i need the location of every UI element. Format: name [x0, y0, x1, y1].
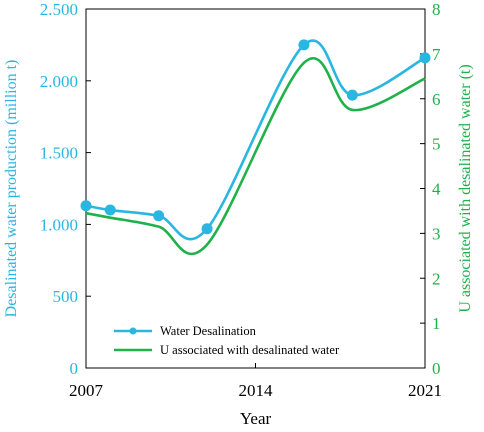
x-axis-title: Year	[240, 409, 272, 428]
data-point-water-desalination	[104, 204, 116, 216]
series-layer	[80, 39, 431, 255]
plot-frame	[85, 8, 426, 369]
left-axis-ticks: 0 500 1.000 1.500 2.000 2.500	[40, 0, 91, 378]
legend-label-water-desalination: Water Desalination	[160, 324, 257, 338]
y-right-tick-label: 5	[432, 135, 441, 154]
y-right-tick-label: 8	[432, 0, 441, 19]
y-left-tick-label: 1.000	[40, 215, 78, 234]
axes-group	[85, 8, 426, 369]
x-tick-label: 2014	[239, 381, 274, 400]
right-axis-ticks: 0 1 2 3 4 5 6 7 8	[420, 0, 441, 378]
legend-marker-water-desalination	[129, 327, 137, 335]
y-axis-left-title: Desalinated water production (million t)	[3, 60, 20, 318]
legend-item-water-desalination: Water Desalination	[114, 324, 257, 338]
legend-item-u-associated: U associated with desalinated water	[114, 343, 340, 357]
y-left-tick-label: 1.500	[40, 144, 78, 163]
x-tick-label: 2007	[69, 381, 104, 400]
y-left-tick-label: 2.500	[40, 0, 78, 19]
y-right-tick-label: 4	[432, 180, 441, 199]
y-right-tick-label: 3	[432, 224, 441, 243]
y-left-tick-label: 0	[70, 359, 79, 378]
y-right-tick-label: 0	[432, 359, 441, 378]
series-line-u-associated	[85, 57, 426, 255]
data-point-water-desalination	[346, 89, 358, 101]
y-right-tick-label: 6	[432, 90, 441, 109]
x-axis-ticks: 2007 2014 2021	[69, 363, 442, 400]
y-right-tick-label: 1	[432, 314, 441, 333]
data-point-water-desalination	[419, 52, 431, 64]
y-right-tick-label: 2	[432, 269, 441, 288]
data-point-water-desalination	[80, 200, 92, 212]
x-tick-label: 2021	[408, 381, 442, 400]
data-point-water-desalination	[201, 223, 213, 235]
legend-label-u-associated: U associated with desalinated water	[160, 343, 340, 357]
series-line-water-desalination	[85, 39, 426, 241]
y-left-tick-label: 2.000	[40, 72, 78, 91]
data-point-water-desalination	[298, 39, 310, 51]
y-axis-right-title: U associated with desalinated water (t)	[457, 64, 474, 312]
y-right-tick-label: 7	[432, 45, 441, 64]
data-point-water-desalination	[153, 210, 165, 222]
legend: Water Desalination U associated with des…	[114, 324, 340, 357]
y-left-tick-label: 500	[53, 287, 79, 306]
